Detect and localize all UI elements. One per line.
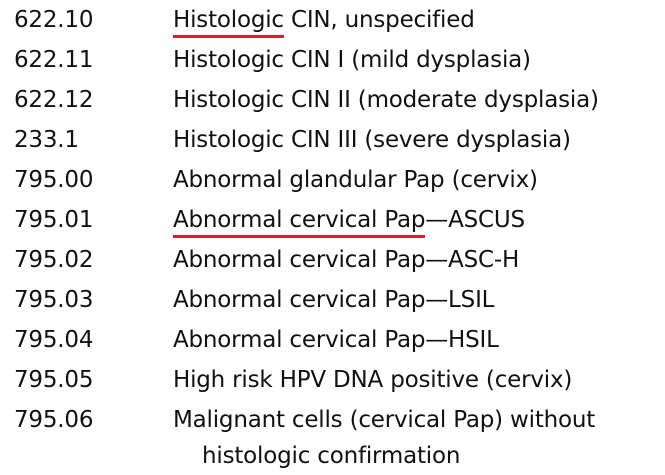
code-description: Histologic CIN III (severe dysplasia) (173, 127, 571, 153)
code-row: 795.04 Abnormal cervical Pap—HSIL (14, 322, 659, 362)
code-row: 795.02 Abnormal cervical Pap—ASC-H (14, 242, 659, 282)
description-text: CIN, unspecified (283, 7, 475, 33)
description-line-1: Malignant cells (cervical Pap) without (173, 407, 596, 433)
code-value: 622.11 (14, 47, 94, 73)
code-value: 795.06 (14, 407, 94, 433)
code-description: Abnormal glandular Pap (cervix) (173, 167, 538, 193)
highlighted-term: Histologic (173, 5, 284, 38)
code-row: 795.00 Abnormal glandular Pap (cervix) (14, 162, 659, 202)
code-description: Abnormal cervical Pap—HSIL (173, 327, 499, 353)
code-value: 795.03 (14, 287, 94, 313)
code-value: 622.12 (14, 87, 94, 113)
code-row: 622.10 Histologic CIN, unspecified (14, 2, 659, 42)
description-line-2: histologic confirmation (202, 443, 461, 469)
code-value: 795.00 (14, 167, 94, 193)
code-description: Histologic CIN II (moderate dysplasia) (173, 87, 599, 113)
code-value: 622.10 (14, 7, 94, 33)
code-value: 795.01 (14, 207, 94, 233)
code-description: Abnormal cervical Pap—ASCUS (173, 202, 659, 238)
code-row: 795.01 Abnormal cervical Pap—ASCUS (14, 202, 659, 242)
description-text: —ASCUS (425, 207, 525, 233)
code-row: 622.12 Histologic CIN II (moderate dyspl… (14, 82, 659, 122)
code-row: 795.05 High risk HPV DNA positive (cervi… (14, 362, 659, 402)
code-value: 795.02 (14, 247, 94, 273)
diagnosis-code-table: 622.10 Histologic CIN, unspecified 622.1… (14, 2, 659, 474)
code-value: 233.1 (14, 127, 79, 153)
code-value: 795.04 (14, 327, 94, 353)
code-description: Abnormal cervical Pap—ASC-H (173, 247, 520, 273)
code-description: Histologic CIN, unspecified (173, 2, 659, 38)
code-description: Histologic CIN I (mild dysplasia) (173, 47, 531, 73)
code-row: 795.03 Abnormal cervical Pap—LSIL (14, 282, 659, 322)
highlighted-term: Abnormal cervical Pap (173, 205, 425, 238)
code-row: 795.06 Malignant cells (cervical Pap) wi… (14, 402, 659, 474)
code-value: 795.05 (14, 367, 94, 393)
code-description: Abnormal cervical Pap—LSIL (173, 287, 495, 313)
code-description: Malignant cells (cervical Pap) without h… (173, 402, 659, 474)
code-description: High risk HPV DNA positive (cervix) (173, 367, 573, 393)
code-row: 622.11 Histologic CIN I (mild dysplasia) (14, 42, 659, 82)
code-row: 233.1 Histologic CIN III (severe dysplas… (14, 122, 659, 162)
